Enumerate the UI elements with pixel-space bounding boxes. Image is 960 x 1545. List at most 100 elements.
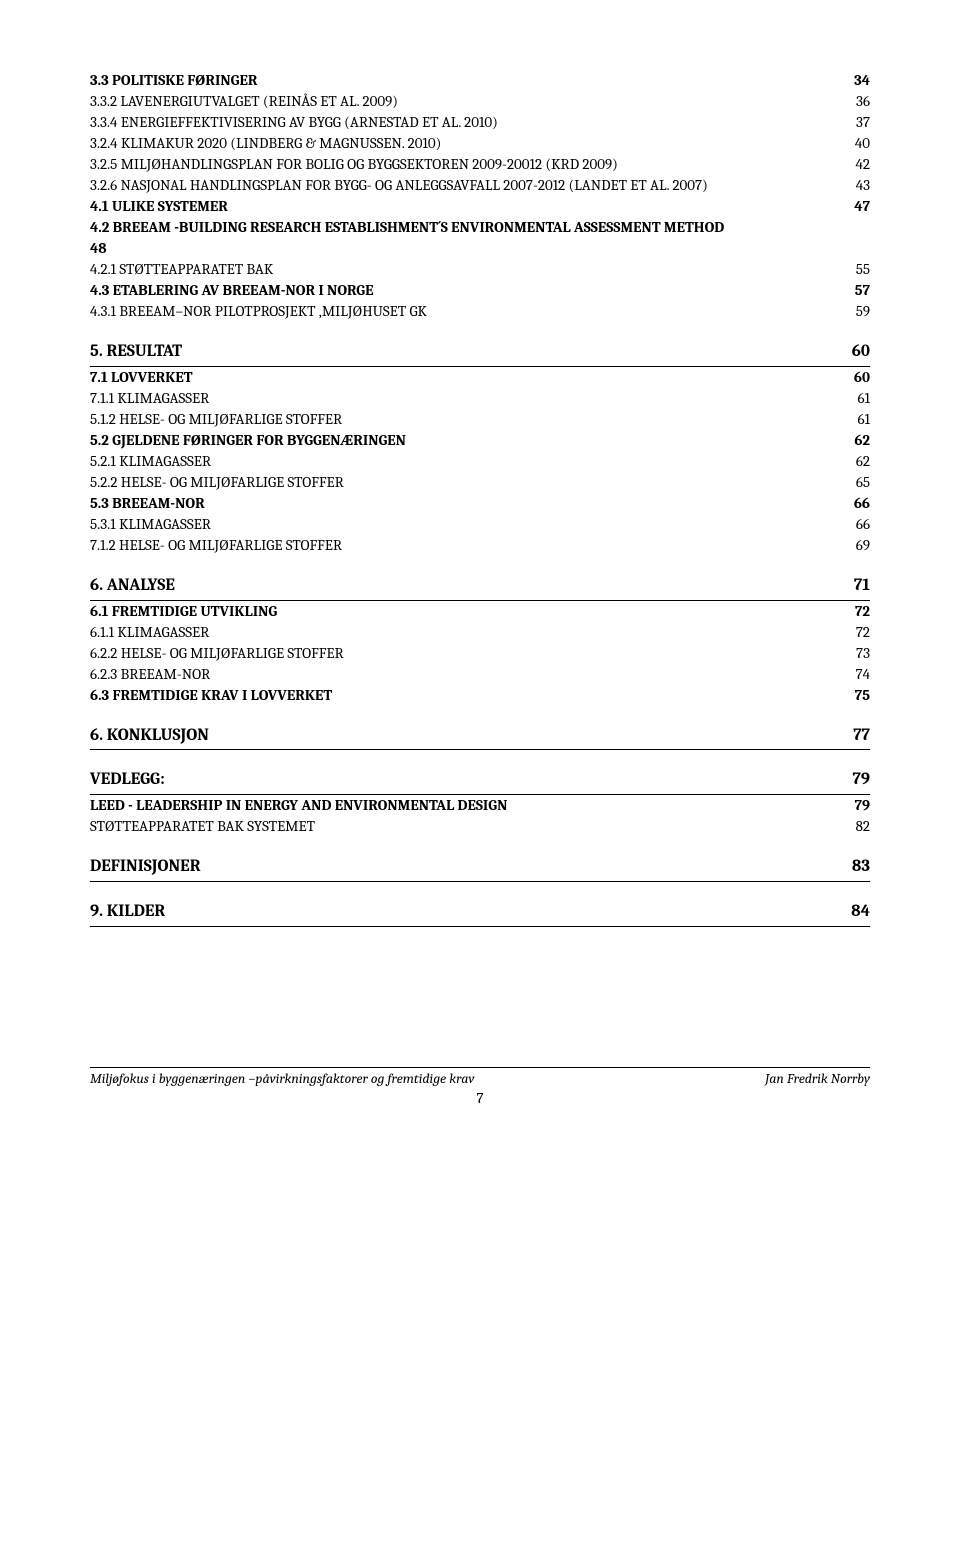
toc-row: 6.2.2 HELSE- OG MILJØFARLIGE STOFFER73 xyxy=(90,643,870,664)
toc-label: 4.2.1 STØTTEAPPARATET BAK xyxy=(90,259,846,280)
toc-row: DEFINISJONER83 xyxy=(90,837,870,882)
footer-text-row: Miljøfokus i byggenæringen –påvirkningsf… xyxy=(90,1070,870,1087)
toc-page-number: 40 xyxy=(845,133,870,154)
document-page: 3.3 POLITISKE FØRINGER343.3.2 LAVENERGIU… xyxy=(0,0,960,1157)
toc-page-number: 43 xyxy=(846,175,870,196)
toc-label: 6. ANALYSE xyxy=(90,574,844,598)
toc-row: 3.3.4 ENERGIEFFEKTIVISERING AV BYGG (ARN… xyxy=(90,112,870,133)
toc-label: 4.1 ULIKE SYSTEMER xyxy=(90,196,844,217)
toc-label: 6.2.2 HELSE- OG MILJØFARLIGE STOFFER xyxy=(90,643,846,664)
toc-row: 6.1.1 KLIMAGASSER72 xyxy=(90,622,870,643)
toc-page-number: 79 xyxy=(843,768,870,792)
toc-label: 7.1.1 KLIMAGASSER xyxy=(90,388,848,409)
toc-row: 5. RESULTAT60 xyxy=(90,322,870,367)
toc-label: DEFINISJONER xyxy=(90,855,842,879)
toc-label: STØTTEAPPARATET BAK SYSTEMET xyxy=(90,816,846,837)
toc-label: 6.3 FREMTIDIGE KRAV I LOVVERKET xyxy=(90,685,845,706)
toc-label: 3.3.4 ENERGIEFFEKTIVISERING AV BYGG (ARN… xyxy=(90,112,846,133)
toc-row: VEDLEGG:79 xyxy=(90,750,870,795)
toc-page-number: 61 xyxy=(848,388,870,409)
toc-row: 7.1.1 KLIMAGASSER61 xyxy=(90,388,870,409)
toc-label: 4.3 ETABLERING AV BREEAM-NOR I NORGE xyxy=(90,280,845,301)
toc-row: 6.2.3 BREEAM-NOR74 xyxy=(90,664,870,685)
toc-page-number: 62 xyxy=(844,430,870,451)
toc-label: 6. KONKLUSJON xyxy=(90,724,843,748)
toc-row: 6.1 FREMTIDIGE UTVIKLING72 xyxy=(90,601,870,622)
toc-page-number: 83 xyxy=(842,855,870,879)
toc-label: 6.1 FREMTIDIGE UTVIKLING xyxy=(90,601,845,622)
toc-row: 6.3 FREMTIDIGE KRAV I LOVVERKET75 xyxy=(90,685,870,706)
toc-label: 3.3 POLITISKE FØRINGER xyxy=(90,70,844,91)
toc-label: 4.3.1 BREEAM–NOR PILOTPROSJEKT ,MILJØHUS… xyxy=(90,301,846,322)
toc-page-number: 75 xyxy=(845,685,870,706)
toc-label: 4.2 BREEAM -BUILDING RESEARCH ESTABLISHM… xyxy=(90,217,870,238)
toc-label: 9. KILDER xyxy=(90,900,841,924)
toc-row: 9. KILDER84 xyxy=(90,882,870,927)
toc-page-number: 72 xyxy=(845,601,870,622)
toc-page-number: 36 xyxy=(846,91,870,112)
toc-page-number: 66 xyxy=(846,514,870,535)
toc-page-number: 61 xyxy=(848,409,870,430)
toc-page-number: 69 xyxy=(846,535,870,556)
toc-row: 4.3 ETABLERING AV BREEAM-NOR I NORGE57 xyxy=(90,280,870,301)
toc-page-number: 57 xyxy=(845,280,870,301)
toc-row: 5.1.2 HELSE- OG MILJØFARLIGE STOFFER61 xyxy=(90,409,870,430)
toc-page-number: 62 xyxy=(846,451,870,472)
toc-label: 5. RESULTAT xyxy=(90,340,842,364)
toc-page-number: 59 xyxy=(846,301,870,322)
toc-row: 7.1.2 HELSE- OG MILJØFARLIGE STOFFER69 xyxy=(90,535,870,556)
toc-label: 7.1 LOVVERKET xyxy=(90,367,844,388)
toc-page-number: 71 xyxy=(844,574,870,598)
toc-label: 3.2.4 KLIMAKUR 2020 (LINDBERG & MAGNUSSE… xyxy=(90,133,845,154)
toc-row: 5.3.1 KLIMAGASSER66 xyxy=(90,514,870,535)
toc-label: LEED - LEADERSHIP IN ENERGY AND ENVIRONM… xyxy=(90,795,845,816)
toc-page-number: 60 xyxy=(842,340,870,364)
toc-row: 4.1 ULIKE SYSTEMER47 xyxy=(90,196,870,217)
toc-page-number: 73 xyxy=(846,643,870,664)
toc-page-number: 65 xyxy=(846,472,870,493)
toc-row: 4.3.1 BREEAM–NOR PILOTPROSJEKT ,MILJØHUS… xyxy=(90,301,870,322)
toc-page-number: 66 xyxy=(844,493,870,514)
toc-row: 48 xyxy=(90,238,870,259)
toc-label: 5.2.2 HELSE- OG MILJØFARLIGE STOFFER xyxy=(90,472,846,493)
toc-row: 4.2 BREEAM -BUILDING RESEARCH ESTABLISHM… xyxy=(90,217,870,238)
toc-row: 3.3.2 LAVENERGIUTVALGET (REINÅS ET AL. 2… xyxy=(90,91,870,112)
toc-page-number: 55 xyxy=(846,259,870,280)
toc-row: 3.3 POLITISKE FØRINGER34 xyxy=(90,70,870,91)
toc-page-number: 34 xyxy=(844,70,870,91)
footer-rule xyxy=(90,1067,870,1068)
toc-row: 5.2.1 KLIMAGASSER62 xyxy=(90,451,870,472)
toc-row: 5.2.2 HELSE- OG MILJØFARLIGE STOFFER65 xyxy=(90,472,870,493)
toc-page-number: 37 xyxy=(846,112,870,133)
toc-label: 3.3.2 LAVENERGIUTVALGET (REINÅS ET AL. 2… xyxy=(90,91,846,112)
toc-label: 3.2.6 NASJONAL HANDLINGSPLAN FOR BYGG- O… xyxy=(90,175,846,196)
toc-page-number: 47 xyxy=(844,196,870,217)
toc-row: 7.1 LOVVERKET60 xyxy=(90,367,870,388)
toc-label: 5.1.2 HELSE- OG MILJØFARLIGE STOFFER xyxy=(90,409,848,430)
toc-page-number: 84 xyxy=(841,900,870,924)
toc-label: 6.2.3 BREEAM-NOR xyxy=(90,664,846,685)
toc-label: 3.2.5 MILJØHANDLINGSPLAN FOR BOLIG OG BY… xyxy=(90,154,846,175)
toc-row: 5.3 BREEAM-NOR66 xyxy=(90,493,870,514)
toc-page-number: 42 xyxy=(846,154,870,175)
toc-row: 6. ANALYSE71 xyxy=(90,556,870,601)
toc-label: 7.1.2 HELSE- OG MILJØFARLIGE STOFFER xyxy=(90,535,846,556)
toc-page-number: 72 xyxy=(846,622,870,643)
toc-label: 5.3.1 KLIMAGASSER xyxy=(90,514,846,535)
toc-row: LEED - LEADERSHIP IN ENERGY AND ENVIRONM… xyxy=(90,795,870,816)
toc-page-number: 60 xyxy=(844,367,870,388)
toc-page-number: 74 xyxy=(846,664,870,685)
toc-row: 6. KONKLUSJON77 xyxy=(90,706,870,751)
toc-row: 3.2.6 NASJONAL HANDLINGSPLAN FOR BYGG- O… xyxy=(90,175,870,196)
toc-label: 5.2.1 KLIMAGASSER xyxy=(90,451,846,472)
footer-page-number: 7 xyxy=(90,1089,870,1107)
footer-left-text: Miljøfokus i byggenæringen –påvirkningsf… xyxy=(90,1070,474,1087)
toc-row: 4.2.1 STØTTEAPPARATET BAK55 xyxy=(90,259,870,280)
toc-row: 5.2 GJELDENE FØRINGER FOR BYGGENÆRINGEN6… xyxy=(90,430,870,451)
toc-page-number: 82 xyxy=(846,816,870,837)
toc-label: VEDLEGG: xyxy=(90,768,843,792)
toc-page-number: 79 xyxy=(845,795,870,816)
table-of-contents: 3.3 POLITISKE FØRINGER343.3.2 LAVENERGIU… xyxy=(90,70,870,927)
footer-right-text: Jan Fredrik Norrby xyxy=(765,1070,870,1087)
page-footer: Miljøfokus i byggenæringen –påvirkningsf… xyxy=(90,1067,870,1107)
